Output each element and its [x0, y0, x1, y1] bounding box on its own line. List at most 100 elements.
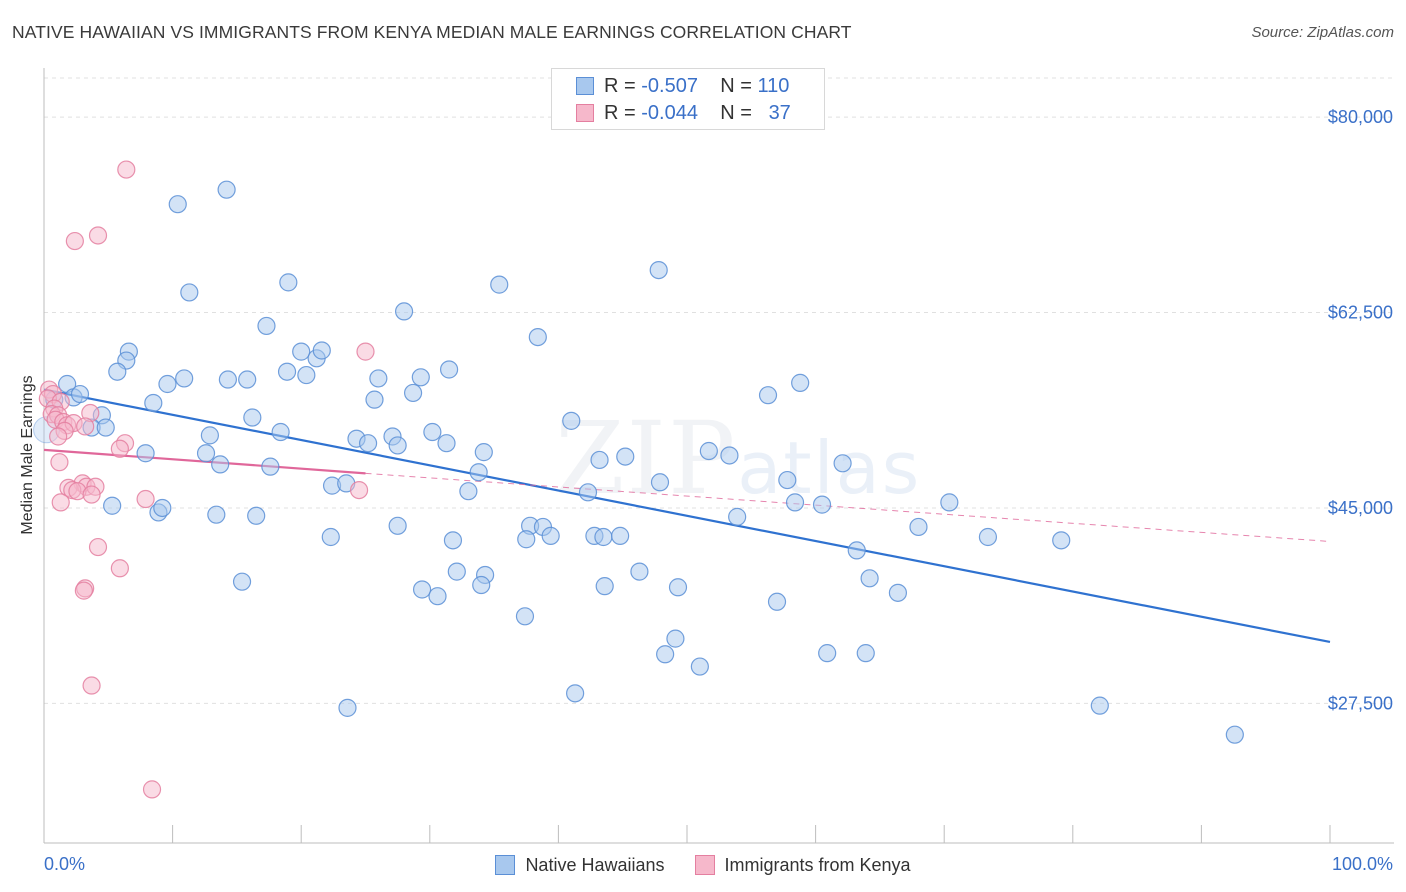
native-hawaiian-point: [1090, 696, 1109, 715]
y-tick-label: $80,000: [1328, 107, 1393, 127]
stats-row-native-hawaiians: R = -0.507 N = 110: [576, 74, 789, 98]
n-label: N =: [720, 101, 752, 124]
native-hawaiian-point: [860, 569, 879, 588]
x-tick-label: 100.0%: [1332, 854, 1393, 874]
watermark-atlas: atlas: [737, 426, 922, 510]
n-value: 37: [768, 101, 791, 124]
native-hawaiian-point: [144, 393, 163, 413]
y-tick-label: $45,000: [1328, 498, 1393, 518]
native-hawaiian-point: [785, 493, 805, 512]
native-hawaiian-point: [909, 517, 928, 537]
legend-label: Native Hawaiians: [525, 854, 665, 875]
native-hawaiian-point: [437, 434, 456, 453]
native-hawaiian-point: [321, 527, 340, 547]
kenya-trend-extension: [365, 472, 1331, 542]
kenya-point: [142, 780, 162, 799]
native-hawaiian-point: [566, 684, 585, 703]
native-hawaiian-point: [358, 434, 378, 453]
native-hawaiian-point: [474, 443, 493, 462]
native-hawaiian-point: [720, 446, 739, 465]
native-hawaiian-point: [168, 195, 187, 214]
native-hawaiian-point: [428, 587, 447, 606]
native-hawaiian-point: [369, 369, 388, 388]
native-hawaiian-point: [257, 316, 276, 336]
native-hawaiian-point: [217, 180, 236, 199]
native-hawaiian-point: [1052, 531, 1071, 550]
blue-swatch: [576, 77, 594, 95]
native-hawaiian-point: [96, 418, 115, 437]
native-hawaiian-point: [103, 496, 122, 515]
native-hawaiian-point: [439, 360, 459, 379]
native-hawaiian-point: [200, 426, 219, 445]
y-tick-label: $62,500: [1328, 303, 1393, 323]
native-hawaiian-point: [443, 531, 463, 550]
native-hawaiian-point: [630, 562, 649, 581]
native-hawaiian-point: [758, 386, 778, 405]
kenya-point: [74, 581, 93, 600]
kenya-point: [117, 160, 136, 179]
kenya-point: [349, 480, 369, 500]
grid-lines: [44, 77, 1394, 704]
native-hawaiian-point: [365, 390, 384, 409]
stats-row-kenya: R = -0.044 N = 37: [576, 101, 791, 125]
r-value: -0.044: [641, 101, 698, 124]
native-hawaiian-point: [271, 422, 290, 442]
native-hawaiian-point: [517, 530, 536, 549]
native-hawaiian-point: [1225, 725, 1244, 744]
kenya-point: [82, 485, 101, 504]
r-label: R =: [604, 74, 636, 97]
native-hawaiian-point: [447, 562, 466, 581]
kenya-point: [49, 427, 68, 446]
r-value: -0.507: [641, 74, 698, 97]
native-hawaiian-point: [261, 457, 280, 476]
native-hawaiian-point: [649, 260, 668, 280]
native-hawaiian-point: [247, 506, 266, 525]
native-hawaiian-point: [611, 526, 630, 545]
native-hawaiian-point: [136, 444, 155, 463]
legend-item-native-hawaiians[interactable]: Native Hawaiians: [495, 854, 665, 876]
native-hawaiian-point: [666, 629, 685, 648]
native-hawaiian-point: [978, 527, 998, 547]
native-hawaiian-point: [211, 455, 230, 474]
kenya-point: [110, 559, 129, 578]
native-hawaiian-point: [856, 644, 875, 663]
native-hawaiian-point: [650, 473, 670, 492]
native-hawaiian-point: [847, 541, 866, 560]
native-hawaiian-point: [578, 483, 598, 502]
native-hawaiian-point: [218, 370, 237, 389]
kenya-point: [136, 489, 155, 509]
kenya-point: [88, 226, 108, 245]
native-hawaiian-point: [459, 482, 478, 501]
native-hawaiian-point: [238, 370, 257, 389]
native-hawaiian-point: [767, 592, 787, 611]
native-hawaiian-point: [388, 516, 407, 535]
trend-lines: [43, 388, 1331, 644]
native-hawaiian-point: [412, 580, 432, 599]
native-hawaiian-point: [175, 369, 194, 388]
native-hawaiian-point: [699, 441, 718, 461]
legend: Native Hawaiians Immigrants from Kenya: [0, 852, 1406, 878]
native-hawaiian-point: [940, 493, 959, 512]
native-hawaiian-point: [158, 374, 177, 394]
kenya-point: [110, 439, 129, 458]
source-label: Source: ZipAtlas.com: [1251, 24, 1394, 41]
native-hawaiian-point: [812, 495, 832, 514]
native-hawaiian-point: [292, 342, 311, 361]
native-hawaiian-point: [590, 450, 609, 470]
native-hawaiian-point: [403, 383, 423, 403]
native-hawaiian-point: [778, 470, 797, 490]
native-hawaiian-point: [690, 657, 709, 676]
native-hawaiian-point: [888, 583, 908, 602]
n-label: N =: [720, 74, 752, 97]
correlation-stats-box: R = -0.507 N = 110 R = -0.044 N = 37: [551, 68, 825, 130]
native-hawaiian-point: [490, 275, 509, 294]
native-hawaiian-point: [728, 507, 747, 526]
native-hawaiian-point: [595, 577, 614, 596]
native-hawaiian-point: [423, 422, 442, 442]
native-hawaiian-point: [472, 575, 491, 595]
legend-item-kenya[interactable]: Immigrants from Kenya: [694, 855, 911, 876]
native-hawaiian-point: [196, 444, 216, 463]
native-hawaiian-point: [833, 454, 852, 473]
pink-swatch: [576, 104, 594, 122]
blue-swatch: [495, 855, 516, 875]
